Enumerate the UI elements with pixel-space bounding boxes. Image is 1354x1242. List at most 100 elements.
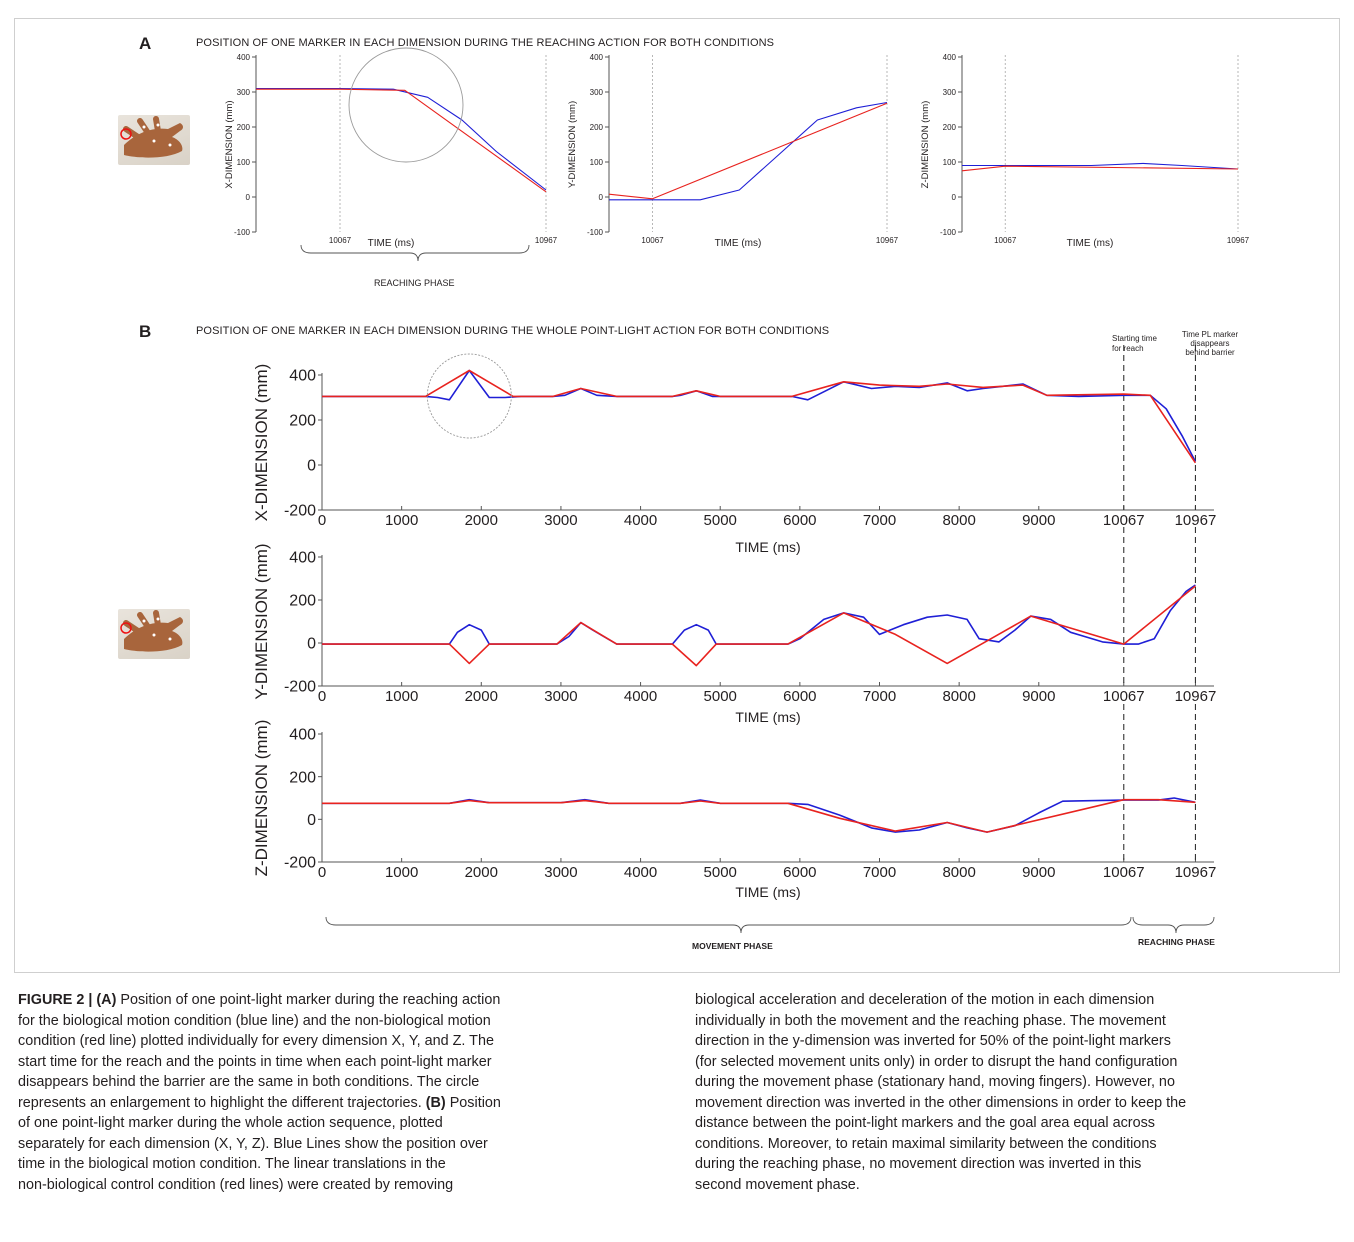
x-tick-label: 10967 [876,236,899,245]
x-tick-label: 2000 [465,688,498,705]
y-axis-label: X-DIMENSION (mm) [224,100,235,188]
y-axis-label: Y-DIMENSION (mm) [567,101,578,188]
x-tick-label: 10067 [994,236,1017,245]
caption-text: non-biological control condition (red li… [18,1176,454,1193]
reaching-phase-label: REACHING PHASE [1138,937,1215,947]
caption-bold: (B) [425,1094,446,1111]
hand-illustration-b [120,610,183,652]
movement-phase-brace [325,916,1132,934]
caption-text: during the reaching phase, no movement d… [695,1156,1142,1172]
x-tick-label: 7000 [863,688,896,705]
x-axis-label: TIME (ms) [735,709,800,725]
y-tick-label: 400 [289,550,316,567]
caption-line: (for selected movement units only) in or… [695,1052,1345,1073]
y-tick-label: 400 [289,368,316,385]
x-tick-label: 10967 [1227,236,1250,245]
caption-text: represents an enlargement to highlight t… [18,1094,426,1111]
caption-text: during the movement phase (stationary ha… [695,1074,1175,1090]
x-tick-label: 9000 [1022,512,1055,529]
caption-line: during the reaching phase, no movement d… [695,1154,1345,1175]
caption-text: second movement phase. [695,1176,860,1193]
x-tick-label: 10067 [1103,512,1145,529]
y-tick-label: 0 [307,458,316,475]
x-tick-label: 8000 [942,512,975,529]
x-tick-label: 7000 [863,864,896,881]
series-non-biological-line [961,165,1239,172]
caption-bold: FIGURE 2 | (A) [18,992,117,1008]
x-axis-label: TIME (ms) [735,884,800,900]
chart-b-z [318,704,1214,863]
caption-text: for the biological motion condition (blu… [18,1012,491,1029]
x-tick-label: 1000 [385,864,418,881]
x-tick-label: 10967 [1175,864,1217,881]
x-axis-label: TIME (ms) [715,238,762,249]
x-tick-label: 10067 [1103,864,1145,881]
series-biological-line [322,369,1197,462]
caption-text: Position [445,1094,501,1111]
y-tick-label: -100 [940,228,957,237]
caption-line: non-biological control condition (red li… [18,1175,668,1196]
x-tick-label: 10967 [535,236,558,245]
enlargement-circle [348,47,464,163]
y-tick-label: 0 [952,193,957,202]
caption-line: second movement phase. [695,1175,1345,1196]
y-tick-label: 200 [237,123,251,132]
x-tick-label: 5000 [704,688,737,705]
y-tick-label: 300 [237,88,251,97]
x-tick-label: 1000 [385,512,418,529]
x-axis-label: TIME (ms) [735,539,800,555]
annotation-marker-disappears: Time PL marker disappears behind barrier [1181,330,1239,357]
y-tick-label: 0 [599,193,604,202]
caption-text: distance between the point-light markers… [695,1115,1155,1131]
x-axis-label: TIME (ms) [368,238,415,249]
series-biological-line [322,584,1196,645]
series-non-biological-line [322,798,1196,833]
x-tick-label: 6000 [783,688,816,705]
y-tick-label: 200 [943,123,957,132]
y-tick-label: 200 [590,123,604,132]
caption-line: separately for each dimension (X, Y, Z).… [18,1134,668,1155]
figure-frame [14,18,1340,973]
caption-line: conditions. Moreover, to retain maximal … [695,1134,1345,1155]
series-non-biological-line [322,585,1196,667]
panel-b-title: POSITION OF ONE MARKER IN EACH DIMENSION… [196,325,830,337]
y-tick-label: 0 [307,812,316,829]
x-tick-label: 2000 [465,512,498,529]
y-tick-label: 400 [237,53,251,62]
x-tick-label: 3000 [544,864,577,881]
caption-text: direction in the y-dimension was inverte… [695,1033,1171,1049]
caption-text: start time for the reach and the points … [18,1053,492,1070]
x-tick-label: 10067 [329,236,352,245]
panel-a-letter: A [139,34,152,53]
y-tick-label: -100 [587,228,604,237]
x-tick-label: 3000 [544,512,577,529]
x-tick-label: 1000 [385,688,418,705]
series-non-biological-line [256,88,547,193]
x-tick-label: 4000 [624,864,657,881]
y-tick-label: 400 [943,53,957,62]
y-tick-label: 200 [289,413,316,430]
hand-illustration-a [120,116,183,158]
y-axis-label: X-DIMENSION (mm) [252,364,271,522]
x-tick-label: 6000 [783,864,816,881]
x-tick-label: 4000 [624,512,657,529]
y-tick-label: 0 [246,193,251,202]
y-tick-label: 100 [590,158,604,167]
caption-line: start time for the reach and the points … [18,1052,668,1073]
x-tick-label: 0 [318,512,326,529]
x-axis-label: TIME (ms) [1067,238,1114,249]
caption-line: disappears behind the barrier are the sa… [18,1072,668,1093]
hand-photo-a [118,115,190,165]
movement-phase-label: MOVEMENT PHASE [692,941,773,951]
caption-text: (for selected movement units only) in or… [695,1053,1178,1070]
x-tick-label: 8000 [942,864,975,881]
x-tick-label: 10067 [641,236,664,245]
caption-text: individually in both the movement and th… [695,1012,1166,1029]
x-tick-label: 4000 [624,688,657,705]
caption-line: of one point-light marker during the who… [18,1113,668,1134]
caption-line: FIGURE 2 | (A) Position of one point-lig… [18,990,668,1011]
y-tick-label: 300 [943,88,957,97]
y-tick-label: 400 [289,727,316,744]
series-non-biological-line [608,102,888,200]
y-tick-label: -200 [284,855,316,872]
